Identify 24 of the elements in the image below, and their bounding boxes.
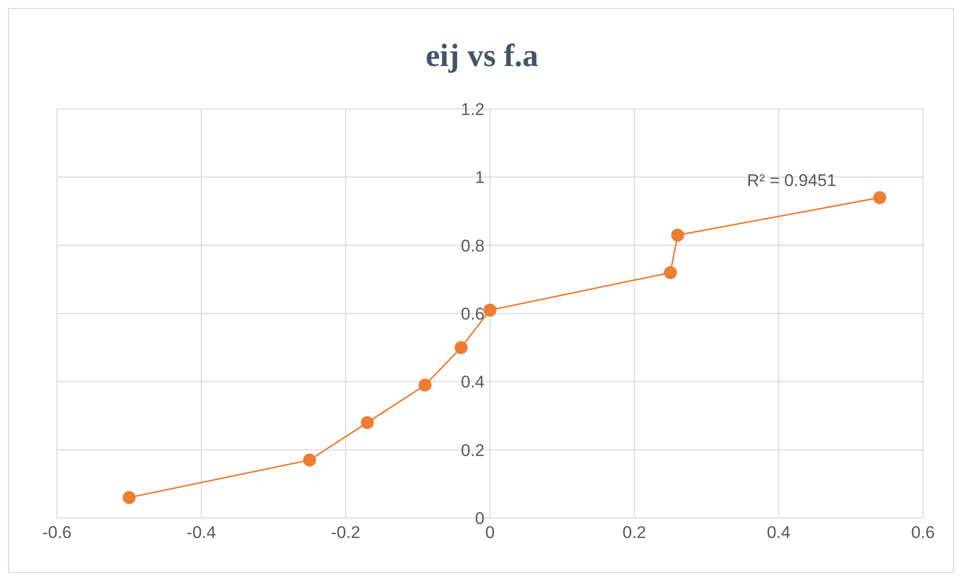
point xyxy=(664,266,677,280)
x-tick-label: -0.6 xyxy=(42,523,72,542)
point xyxy=(873,191,886,204)
y-tick-label: 0.8 xyxy=(460,236,484,256)
point xyxy=(671,228,684,242)
y-tick-label: 1.2 xyxy=(460,100,484,119)
point xyxy=(303,454,316,467)
x-tick-label: 0.2 xyxy=(622,523,646,542)
x-tick-label: 0.4 xyxy=(766,523,790,542)
x-tick-label: -0.4 xyxy=(186,523,216,542)
point xyxy=(454,341,468,354)
y-tick-label: 0.2 xyxy=(460,440,484,460)
y-tick-label: 0.6 xyxy=(460,304,484,324)
annotation: R² = 0.9451 xyxy=(747,171,836,191)
x-tick-label: -0.2 xyxy=(331,523,360,542)
point xyxy=(122,491,136,504)
chart-title: eij vs f.a xyxy=(424,37,540,74)
y-tick-label: 0 xyxy=(475,509,484,528)
point xyxy=(484,304,496,317)
point xyxy=(360,416,374,430)
x-tick-label: 0.6 xyxy=(911,523,935,542)
point xyxy=(418,378,432,392)
y-tick-label: 1 xyxy=(475,168,484,188)
y-tick-label: 0.4 xyxy=(460,372,484,392)
